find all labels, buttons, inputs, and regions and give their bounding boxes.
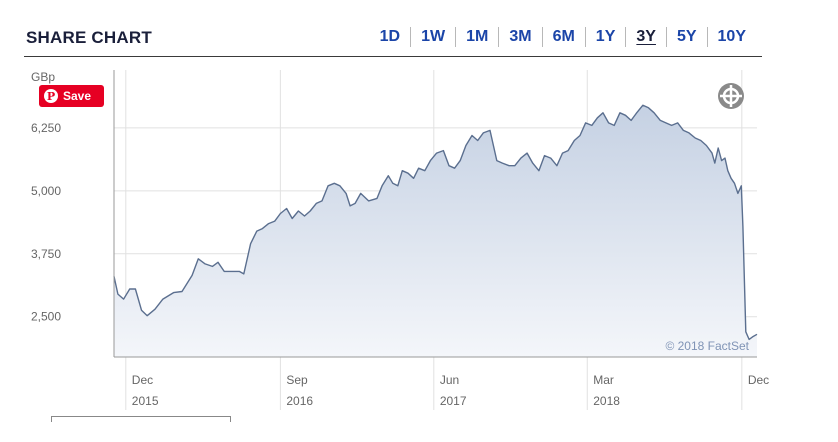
y-tick-label: 3,750 <box>31 247 61 261</box>
chart-header: SHARE CHART 1D 1W 1M 3M 6M 1Y 3Y 5Y 10Y <box>24 22 762 57</box>
range-3y[interactable]: 3Y <box>625 27 666 47</box>
range-10y[interactable]: 10Y <box>706 27 756 47</box>
x-tick-year: 2018 <box>593 394 620 408</box>
price-area <box>114 105 757 357</box>
range-1y[interactable]: 1Y <box>584 27 626 47</box>
x-tick-month: Sep <box>286 373 308 387</box>
range-1w[interactable]: 1W <box>410 27 455 47</box>
range-5y[interactable]: 5Y <box>665 27 707 47</box>
chart-title: SHARE CHART <box>26 28 152 47</box>
x-tick-month: Dec <box>132 373 153 387</box>
x-tick-month: Jun <box>440 373 459 387</box>
pinterest-icon: P <box>44 89 58 103</box>
x-tick-month: Dec <box>748 373 769 387</box>
range-1m[interactable]: 1M <box>455 27 498 47</box>
save-label: Save <box>63 89 92 103</box>
y-axis-unit: GBp <box>31 70 55 84</box>
range-6m[interactable]: 6M <box>541 27 585 47</box>
range-3m[interactable]: 3M <box>498 27 541 47</box>
y-tick-label: 6,250 <box>31 121 61 135</box>
range-1d[interactable]: 1D <box>379 28 401 45</box>
x-tick-year: 2016 <box>286 394 313 408</box>
panel-edge <box>51 416 231 422</box>
pinterest-save-button[interactable]: P Save <box>39 85 104 107</box>
crosshair-icon[interactable] <box>717 82 745 110</box>
price-line <box>113 104 758 341</box>
factset-credit: © 2018 FactSet <box>665 339 749 353</box>
y-tick-label: 2,500 <box>31 310 61 324</box>
range-selector: 1D 1W 1M 3M 6M 1Y 3Y 5Y 10Y <box>370 27 756 47</box>
x-tick-year: 2017 <box>440 394 467 408</box>
x-tick-month: Mar <box>593 373 614 387</box>
x-tick-year: 2015 <box>132 394 159 408</box>
y-tick-label: 5,000 <box>31 184 61 198</box>
